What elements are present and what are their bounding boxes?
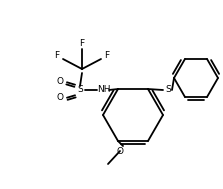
Text: NH: NH [97,85,111,94]
Text: S: S [77,85,83,94]
Text: O: O [116,146,124,156]
Text: F: F [79,40,85,49]
Text: S: S [165,85,171,94]
Text: F: F [54,51,60,60]
Text: F: F [104,51,109,60]
Text: O: O [56,94,64,102]
Text: O: O [56,77,64,87]
